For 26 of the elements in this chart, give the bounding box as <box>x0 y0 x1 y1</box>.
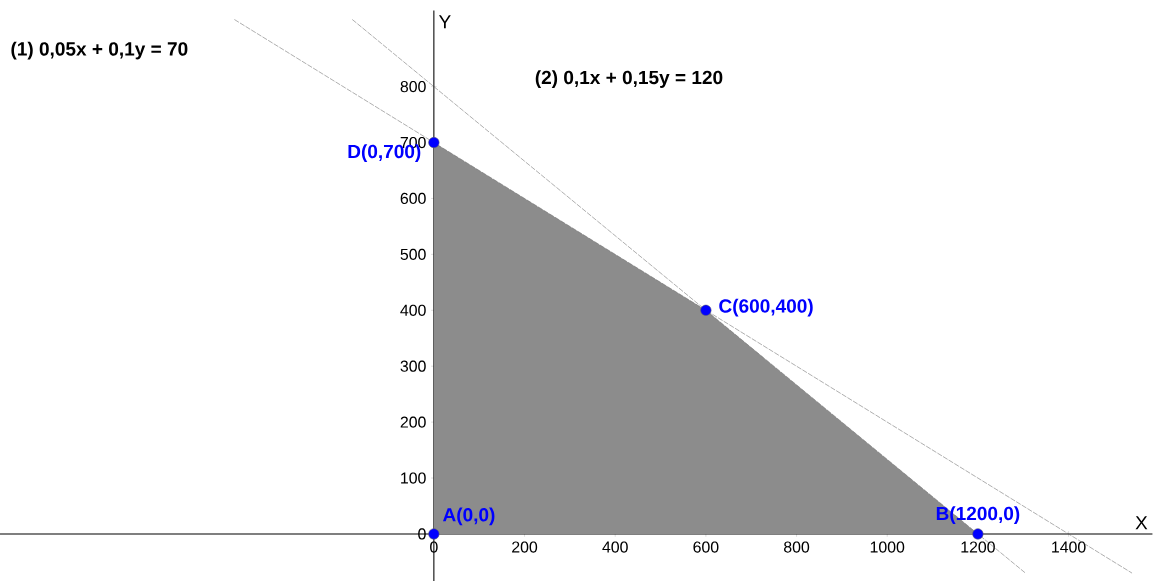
annotation: (2) 0,1x + 0,15y = 120 <box>535 69 723 88</box>
y-tick-label: 400 <box>400 304 426 316</box>
x-tick-label: 800 <box>784 541 810 553</box>
point <box>428 528 440 540</box>
x-axis-title: X <box>1135 515 1148 530</box>
y-tick-label: 0 <box>418 528 426 540</box>
annotation: A(0,0) <box>442 507 495 526</box>
point <box>972 528 984 540</box>
y-tick-label: 200 <box>400 416 426 428</box>
annotation: B(1200,0) <box>936 506 1020 524</box>
x-tick-label: 1000 <box>870 541 905 553</box>
y-tick-label: 600 <box>400 192 426 204</box>
annotation: C(600,400) <box>719 298 813 317</box>
x-tick-label: 1200 <box>961 541 995 553</box>
x-tick-label: 1400 <box>1052 541 1086 553</box>
annotation: (1) 0,05x + 0,1y = 70 <box>11 41 188 60</box>
y-tick-label: 500 <box>400 248 426 260</box>
y-tick-label: 300 <box>400 360 426 372</box>
x-tick-label: 600 <box>693 541 719 553</box>
point <box>428 136 440 148</box>
y-axis-title: Y <box>438 14 451 29</box>
y-tick-label: 100 <box>401 472 426 484</box>
y-tick-label: 800 <box>400 80 426 92</box>
x-tick-label: 200 <box>512 541 538 553</box>
point <box>700 304 712 316</box>
x-tick-label: 400 <box>602 541 628 553</box>
